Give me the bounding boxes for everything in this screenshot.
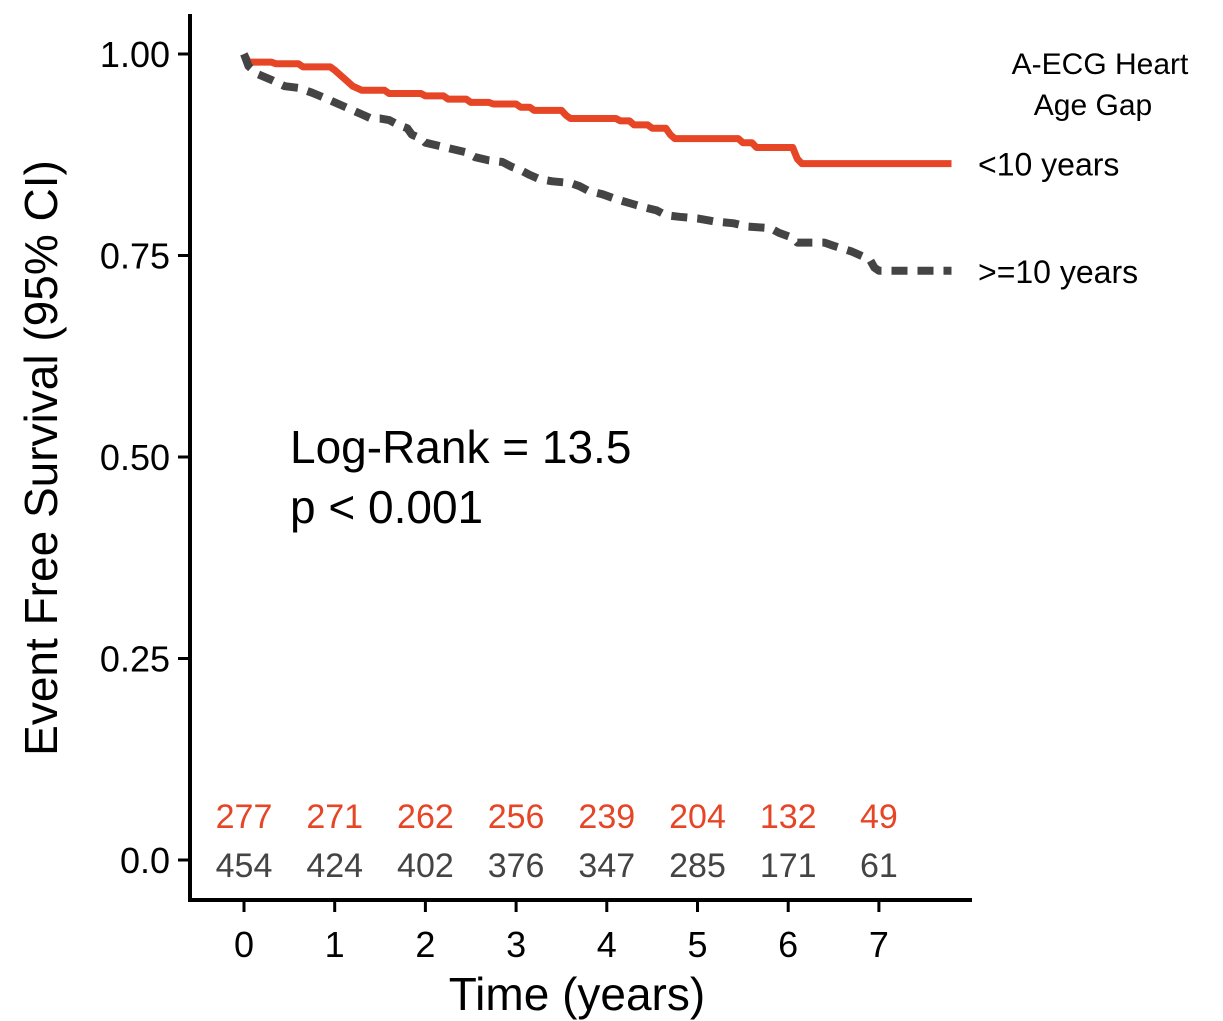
- series-end-label: <10 years: [978, 147, 1119, 183]
- x-tick-label: 6: [778, 924, 798, 965]
- at-risk-count: 454: [216, 847, 273, 885]
- at-risk-count: 402: [397, 847, 454, 885]
- at-risk-count: 271: [306, 798, 363, 836]
- series-line-under-10: [240, 52, 952, 168]
- p-value-text: p < 0.001: [290, 481, 483, 533]
- at-risk-count: 256: [488, 798, 545, 836]
- series-line-10-plus: [240, 52, 952, 275]
- y-axis-ticks: 0.0 0.25 0.50 0.75 1.00: [100, 34, 190, 881]
- at-risk-count: 171: [760, 847, 817, 885]
- at-risk-count: 49: [860, 798, 898, 836]
- at-risk-count: 277: [216, 798, 273, 836]
- at-risk-count: 262: [397, 798, 454, 836]
- at-risk-count: 347: [578, 847, 635, 885]
- at-risk-count: 285: [669, 847, 726, 885]
- at-risk-count: 204: [669, 798, 726, 836]
- y-tick-label: 0.50: [100, 437, 170, 478]
- log-rank-annotation: Log-Rank = 13.5 p < 0.001: [290, 421, 631, 533]
- x-tick-label: 7: [869, 924, 889, 965]
- at-risk-count: 376: [488, 847, 545, 885]
- number-at-risk: 277 271 262 256 239 204 132 49 454 424 402 376 347 28…: [216, 798, 898, 885]
- x-tick-label: 0: [234, 924, 254, 965]
- x-tick-label: 4: [597, 924, 617, 965]
- x-tick-label: 3: [506, 924, 526, 965]
- x-axis-ticks: 0 1 2 3 4 5 6 7: [234, 900, 889, 965]
- at-risk-count: 132: [760, 798, 817, 836]
- x-axis-title: Time (years): [449, 968, 705, 1020]
- legend: A-ECG Heart Age Gap <10 years >=10 years: [978, 48, 1189, 290]
- y-tick-label: 0.75: [100, 236, 170, 277]
- y-tick-label: 1.00: [100, 34, 170, 75]
- series-lines: [240, 52, 952, 275]
- log-rank-text: Log-Rank = 13.5: [290, 421, 631, 473]
- y-tick-label: 0.0: [120, 840, 170, 881]
- at-risk-count: 239: [578, 798, 635, 836]
- series-end-label: >=10 years: [978, 254, 1138, 290]
- at-risk-count: 61: [860, 847, 898, 885]
- y-axis-title: Event Free Survival (95% CI): [15, 160, 67, 756]
- x-tick-label: 1: [325, 924, 345, 965]
- legend-title-line1: A-ECG Heart: [1012, 48, 1189, 81]
- x-tick-label: 5: [687, 924, 707, 965]
- y-tick-label: 0.25: [100, 639, 170, 680]
- legend-title-line2: Age Gap: [1034, 89, 1152, 122]
- at-risk-count: 424: [306, 847, 363, 885]
- x-tick-label: 2: [415, 924, 435, 965]
